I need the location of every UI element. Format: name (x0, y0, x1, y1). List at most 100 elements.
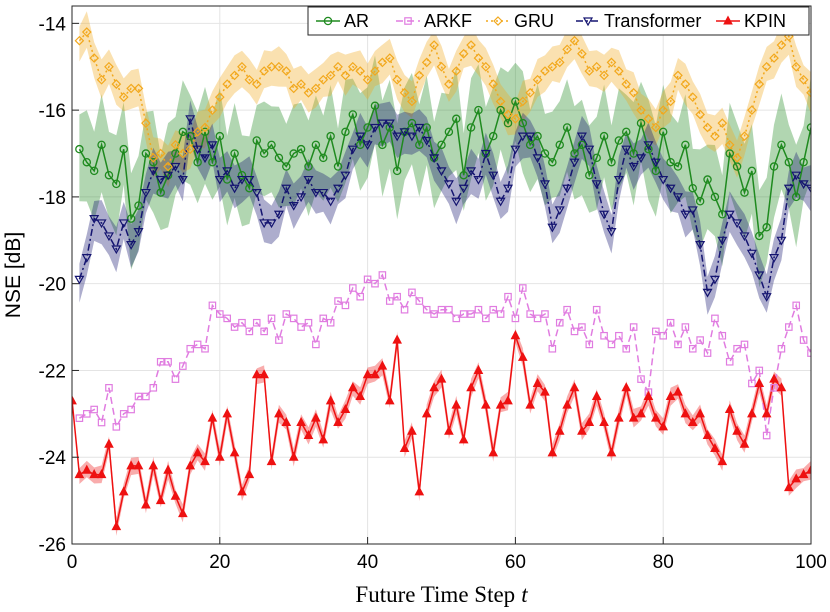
legend-marker-ar (323, 16, 333, 26)
ar-data-point (548, 157, 557, 167)
gru-data-point (547, 61, 558, 72)
arkf-data-point (230, 323, 239, 331)
legend-label-arkf: ARKF (424, 11, 472, 31)
gru-data-point (118, 92, 129, 102)
ar-data-point (422, 123, 431, 132)
ar-data-point (585, 170, 594, 180)
ar-data-point (407, 118, 417, 128)
transformer-data-point (502, 184, 514, 194)
legend-marker-gru (493, 16, 503, 26)
kpin-data-point (577, 425, 587, 435)
ar-data-point (518, 118, 528, 128)
gru-data-point (444, 79, 454, 89)
arkf-data-point (622, 344, 631, 353)
ar-data-point (126, 214, 136, 223)
arkf-data-point (548, 344, 557, 353)
transformer-data-point (591, 180, 602, 190)
gru-data-point (96, 74, 107, 85)
transformer-data-point (414, 123, 425, 133)
ar-data-point (97, 140, 106, 150)
transformer-data-point (251, 188, 262, 198)
gru-data-point (111, 79, 122, 89)
transformer-data-point (621, 145, 632, 155)
y-tick-label: -20 (39, 275, 66, 296)
transformer-data-point (576, 132, 587, 142)
kpin-data-point (458, 434, 469, 444)
arkf-data-point (725, 357, 734, 366)
arkf-data-point (326, 318, 335, 327)
ar-data-point (230, 149, 239, 158)
transformer-data-point (384, 119, 395, 129)
ar-data-point (149, 157, 158, 167)
arkf-data-point (363, 275, 372, 284)
arkf-data-point (696, 336, 704, 344)
kpin-data-point (200, 456, 210, 466)
transformer-data-point (377, 119, 388, 129)
kpin-data-point (340, 403, 351, 413)
ar-data-point (348, 110, 358, 119)
kpin-data-point (687, 416, 698, 427)
arkf-data-point (570, 327, 579, 336)
gru-data-point (207, 105, 218, 115)
arkf-data-point (223, 314, 231, 323)
gru-data-point (281, 66, 292, 76)
ar-data-point (496, 105, 505, 115)
arkf-data-point (356, 292, 365, 301)
kpin-data-point (74, 469, 85, 479)
x-axis-label-variable: t (521, 582, 528, 607)
transformer-data-point (421, 136, 432, 146)
ar-data-point (666, 157, 675, 167)
transformer-data-point (495, 197, 506, 207)
arkf-data-point (555, 318, 564, 327)
kpin-data-point (658, 421, 669, 431)
kpin-data-point (237, 486, 247, 496)
transformer-data-point (303, 175, 314, 185)
arkf-data-point (238, 318, 246, 327)
ar-data-point (304, 162, 313, 171)
gru-data-point (370, 66, 380, 76)
gru-data-point (237, 61, 247, 72)
arkf-data-point (119, 410, 128, 418)
gru-data-point (458, 48, 469, 59)
transformer-data-point (96, 219, 107, 229)
arkf-data-point (408, 288, 416, 297)
arkf-data-point (304, 318, 313, 327)
gru-data-point (739, 131, 750, 142)
kpin-data-point (303, 429, 314, 440)
arkf-data-point (422, 305, 431, 314)
transformer-data-point (214, 175, 225, 185)
kpin-data-point (488, 447, 499, 457)
gru-data-point (798, 74, 809, 85)
gru-data-point (296, 79, 306, 89)
arkf-data-point (504, 292, 512, 301)
legend-entry-gru: GRU (486, 11, 554, 31)
gru-data-point (421, 57, 432, 68)
gru-data-point (244, 74, 255, 85)
ar-data-point (599, 131, 609, 141)
gru-data-point (288, 83, 299, 94)
arkf-data-point (755, 366, 764, 375)
ar-data-point (319, 153, 328, 163)
transformer-data-point (177, 175, 188, 185)
gru-data-point (577, 48, 587, 59)
kpin-data-point (591, 390, 602, 400)
arkf-data-point (437, 305, 446, 314)
arkf-data-point (681, 323, 690, 331)
ar-data-point (112, 179, 121, 189)
gru-data-point (569, 35, 580, 46)
plot-frame (71, 5, 812, 545)
arkf-data-point (533, 314, 542, 323)
kpin-data-point (665, 390, 676, 400)
arkf-data-point (459, 310, 468, 318)
kpin-data-point (414, 486, 425, 496)
transformer-data-point (665, 184, 676, 194)
ar-data-point (769, 162, 779, 171)
gru-data-point (695, 109, 705, 120)
kpin-data-point (429, 382, 439, 392)
transformer-data-point (399, 128, 410, 138)
ar-data-point (392, 166, 402, 176)
ar-data-point (282, 162, 291, 171)
legend-entry-arkf: ARKF (396, 11, 472, 31)
kpin-data-point (362, 369, 373, 379)
arkf-data-point (208, 301, 217, 310)
